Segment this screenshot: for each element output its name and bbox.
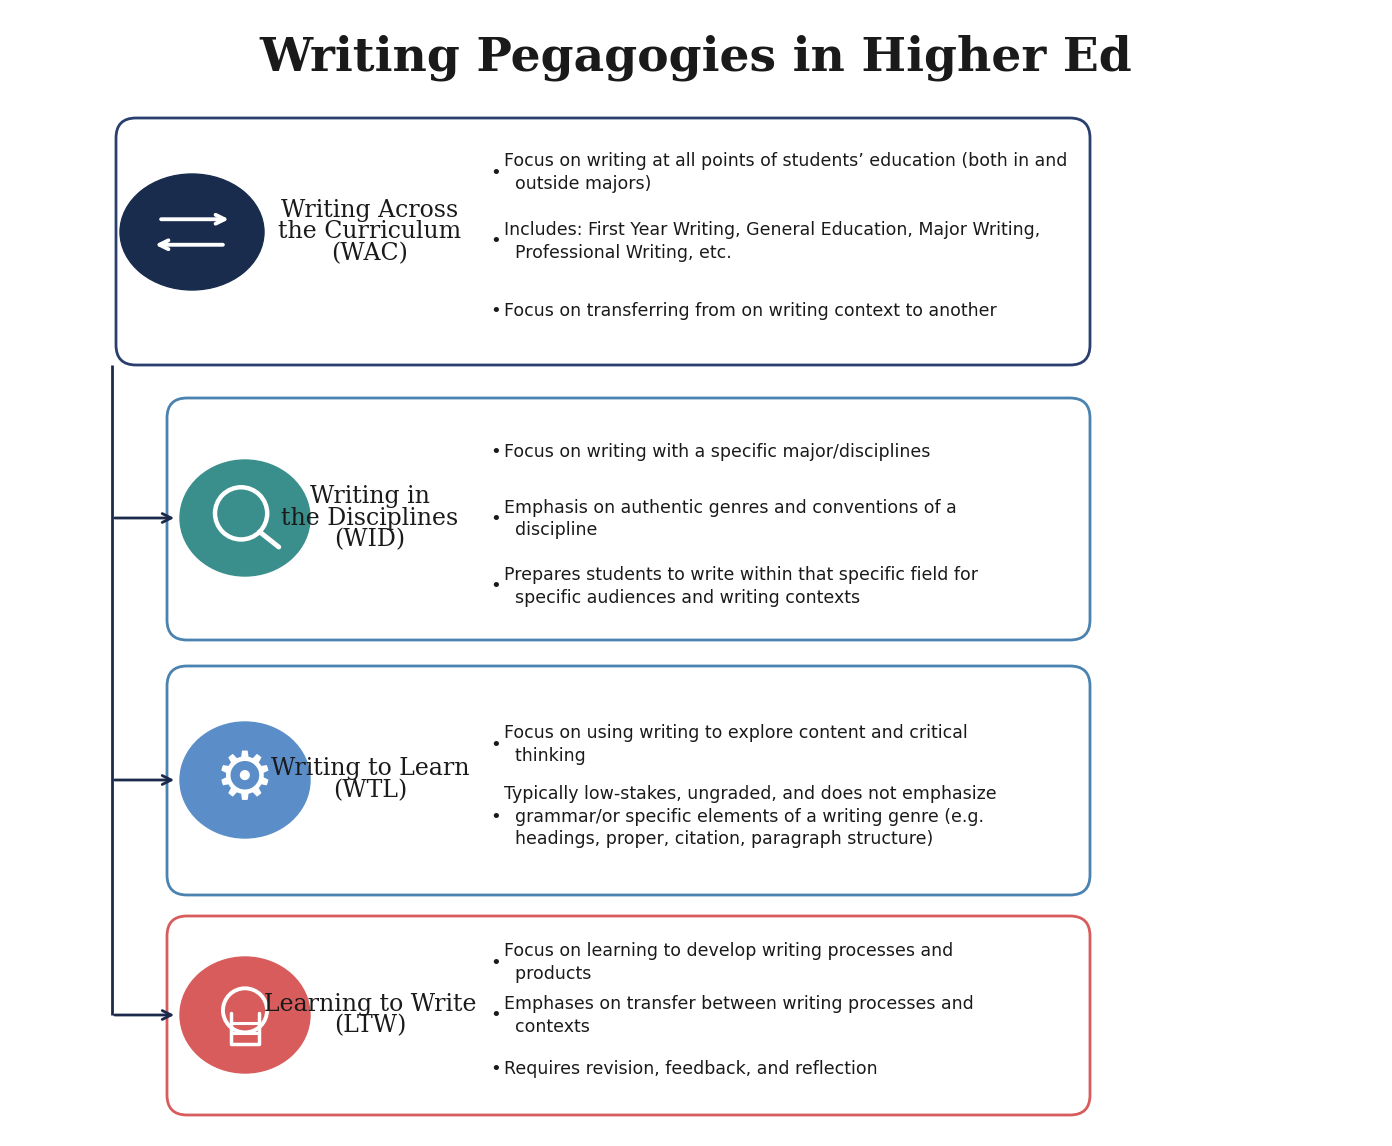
Ellipse shape: [180, 460, 310, 576]
Text: •: •: [490, 233, 501, 251]
Text: Focus on using writing to explore content and critical
  thinking: Focus on using writing to explore conten…: [504, 724, 967, 764]
Text: •: •: [490, 164, 501, 181]
Text: •: •: [490, 301, 501, 320]
Text: Focus on transferring from on writing context to another: Focus on transferring from on writing co…: [504, 301, 997, 320]
Text: ⚙: ⚙: [216, 747, 274, 813]
Text: Typically low-stakes, ungraded, and does not emphasize
  grammar/or specific ele: Typically low-stakes, ungraded, and does…: [504, 785, 997, 848]
FancyBboxPatch shape: [167, 916, 1090, 1115]
Text: (WTL): (WTL): [333, 779, 406, 802]
Ellipse shape: [180, 957, 310, 1073]
Text: Learning to Write: Learning to Write: [263, 992, 476, 1015]
FancyBboxPatch shape: [167, 398, 1090, 639]
Text: •: •: [490, 736, 501, 754]
Text: •: •: [490, 808, 501, 825]
Text: Writing in: Writing in: [310, 485, 430, 508]
Text: Prepares students to write within that specific field for
  specific audiences a: Prepares students to write within that s…: [504, 566, 979, 606]
Text: (WID): (WID): [334, 528, 405, 551]
Text: •: •: [490, 1006, 501, 1025]
Text: Focus on learning to develop writing processes and
  products: Focus on learning to develop writing pro…: [504, 942, 954, 983]
Text: •: •: [490, 442, 501, 461]
Text: Focus on writing with a specific major/disciplines: Focus on writing with a specific major/d…: [504, 442, 930, 461]
Text: •: •: [490, 510, 501, 528]
Text: Writing to Learn: Writing to Learn: [271, 758, 469, 780]
Text: Emphases on transfer between writing processes and
  contexts: Emphases on transfer between writing pro…: [504, 995, 974, 1036]
Text: Writing Pegagogies in Higher Ed: Writing Pegagogies in Higher Ed: [260, 34, 1132, 81]
Text: Writing Across: Writing Across: [281, 198, 458, 221]
Text: Requires revision, feedback, and reflection: Requires revision, feedback, and reflect…: [504, 1060, 877, 1077]
Text: •: •: [490, 953, 501, 972]
Text: Includes: First Year Writing, General Education, Major Writing,
  Professional W: Includes: First Year Writing, General Ed…: [504, 221, 1040, 262]
Text: the Curriculum: the Curriculum: [278, 220, 462, 243]
FancyBboxPatch shape: [167, 666, 1090, 895]
Ellipse shape: [180, 722, 310, 838]
Text: the Disciplines: the Disciplines: [281, 507, 458, 529]
Text: Emphasis on authentic genres and conventions of a
  discipline: Emphasis on authentic genres and convent…: [504, 499, 956, 540]
FancyBboxPatch shape: [116, 118, 1090, 364]
Text: Focus on writing at all points of students’ education (both in and
  outside maj: Focus on writing at all points of studen…: [504, 152, 1068, 193]
Text: •: •: [490, 1060, 501, 1077]
Ellipse shape: [120, 174, 264, 290]
Text: (LTW): (LTW): [334, 1014, 406, 1037]
Text: (WAC): (WAC): [331, 243, 408, 266]
Text: •: •: [490, 578, 501, 595]
